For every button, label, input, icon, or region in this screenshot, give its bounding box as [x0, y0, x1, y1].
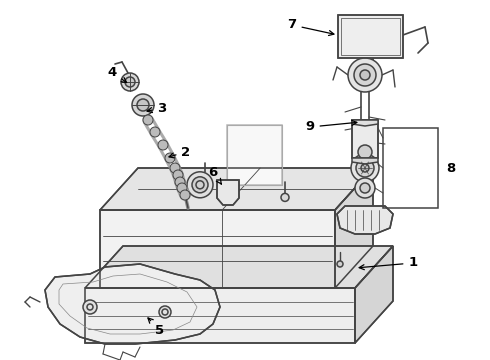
Text: 4: 4: [107, 66, 126, 82]
Text: 5: 5: [148, 318, 165, 337]
Circle shape: [121, 73, 139, 91]
Circle shape: [192, 177, 208, 193]
Circle shape: [83, 300, 97, 314]
Text: 3: 3: [147, 102, 167, 114]
Text: 2: 2: [169, 145, 191, 158]
Circle shape: [125, 77, 135, 87]
Polygon shape: [352, 120, 378, 126]
Polygon shape: [227, 125, 282, 185]
Polygon shape: [335, 168, 373, 288]
Circle shape: [353, 140, 377, 164]
Polygon shape: [100, 210, 335, 288]
Circle shape: [281, 193, 289, 201]
Circle shape: [354, 64, 376, 86]
Bar: [352, 120, 378, 158]
Circle shape: [158, 140, 168, 150]
Circle shape: [132, 94, 154, 116]
Polygon shape: [355, 246, 393, 343]
Circle shape: [355, 178, 375, 198]
Circle shape: [337, 261, 343, 267]
Circle shape: [150, 127, 160, 137]
Circle shape: [137, 99, 149, 111]
Polygon shape: [45, 264, 220, 344]
Bar: [383, 128, 438, 208]
Circle shape: [180, 190, 190, 200]
Circle shape: [187, 172, 213, 198]
Circle shape: [177, 183, 187, 193]
Circle shape: [175, 177, 185, 187]
Text: 6: 6: [208, 166, 221, 184]
Circle shape: [159, 306, 171, 318]
Polygon shape: [352, 158, 378, 164]
Circle shape: [358, 145, 372, 159]
Circle shape: [360, 70, 370, 80]
Circle shape: [356, 159, 374, 177]
Polygon shape: [100, 168, 373, 210]
Bar: [338, 15, 403, 58]
Circle shape: [143, 115, 153, 125]
Bar: [341, 18, 400, 55]
Text: 8: 8: [446, 162, 455, 175]
Circle shape: [170, 163, 180, 173]
Circle shape: [348, 58, 382, 92]
Circle shape: [361, 164, 369, 172]
Text: 1: 1: [359, 256, 417, 270]
Bar: [338, 15, 403, 58]
Polygon shape: [85, 288, 355, 343]
Text: 7: 7: [288, 18, 334, 36]
Polygon shape: [217, 180, 239, 205]
Circle shape: [351, 154, 379, 182]
Polygon shape: [85, 246, 393, 288]
Circle shape: [165, 153, 175, 163]
Text: 9: 9: [305, 120, 357, 134]
Bar: [352, 120, 378, 158]
Polygon shape: [337, 206, 393, 234]
Circle shape: [360, 183, 370, 193]
Circle shape: [173, 170, 183, 180]
